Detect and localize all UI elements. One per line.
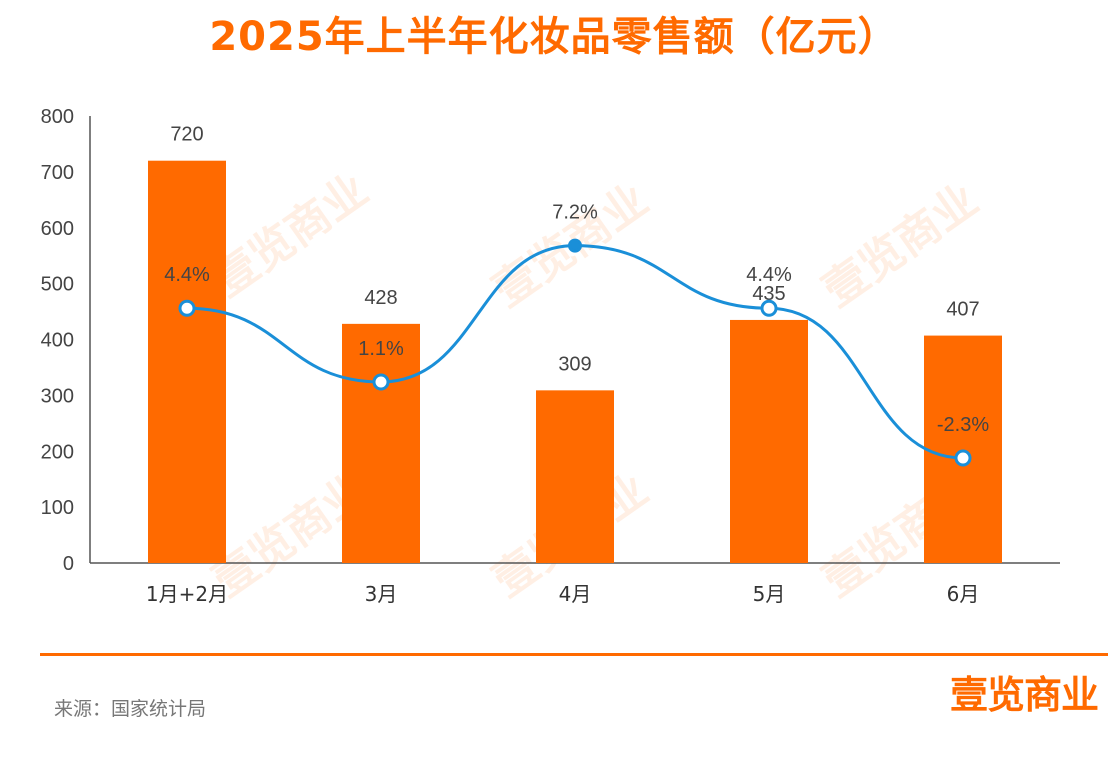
growth-point: [178, 299, 196, 317]
bar-value-label: 435: [752, 283, 785, 305]
brand-logo: 壹览商业: [949, 673, 1099, 717]
growth-label: -2.3%: [937, 414, 989, 436]
y-tick-label: 200: [41, 441, 74, 463]
x-tick-label: 3月: [365, 582, 398, 606]
x-tick-label: 4月: [559, 582, 592, 606]
x-tick-label: 1月+2月: [146, 582, 228, 606]
bar: [536, 390, 614, 563]
growth-point: [372, 373, 390, 391]
bar: [148, 160, 226, 563]
bar: [730, 319, 808, 563]
y-tick-label: 400: [41, 330, 74, 352]
bar: [924, 335, 1002, 563]
y-tick-label: 100: [41, 497, 74, 519]
growth-point: [568, 238, 582, 253]
x-tick-label: 5月: [753, 582, 786, 606]
y-tick-label: 700: [41, 162, 74, 184]
footer-divider: [40, 653, 1108, 656]
bar-value-label: 720: [170, 124, 203, 146]
source-note: 来源：国家统计局: [54, 698, 207, 720]
chart-plot: 0 100 200 300 400 500 600 700 800 720 1月+2月 428 3月 30…: [41, 106, 1060, 606]
growth-label: 4.4%: [164, 264, 210, 286]
growth-label: 1.1%: [358, 338, 404, 360]
bar-value-label: 407: [946, 299, 979, 321]
bar-value-label: 309: [558, 353, 591, 375]
growth-point: [954, 449, 972, 467]
growth-label: 4.4%: [746, 264, 792, 286]
y-tick-label: 600: [41, 218, 74, 240]
chart-title: 2025年上半年化妆品零售额（亿元）: [209, 14, 899, 60]
y-tick-label: 500: [41, 274, 74, 296]
bar-value-label: 428: [364, 287, 397, 309]
y-tick-label: 0: [63, 553, 74, 575]
growth-label: 7.2%: [552, 202, 598, 224]
y-tick-label: 800: [41, 106, 74, 128]
bar: [342, 323, 420, 563]
growth-point: [760, 299, 778, 317]
y-tick-label: 300: [41, 385, 74, 407]
x-tick-label: 6月: [947, 582, 980, 606]
